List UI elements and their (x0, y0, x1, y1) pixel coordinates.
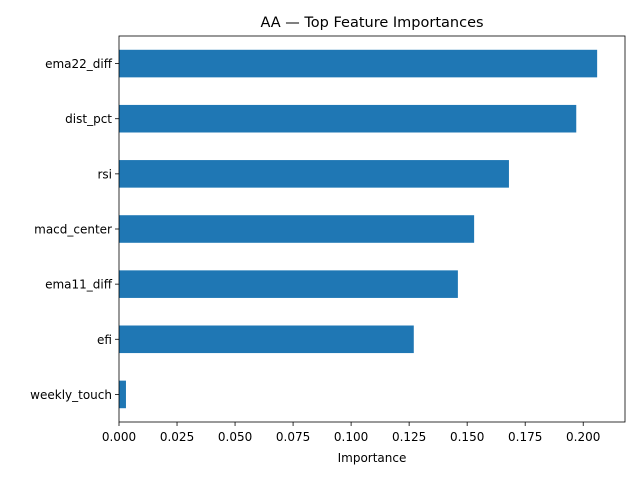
x-tick-label: 0.050 (218, 430, 252, 444)
y-tick-label: weekly_touch (30, 388, 112, 402)
x-tick-label: 0.200 (566, 430, 600, 444)
y-tick-label: ema22_diff (45, 57, 113, 71)
bars-layer (119, 49, 598, 409)
x-tick-label: 0.125 (392, 430, 426, 444)
bar-dist-pct (119, 104, 577, 133)
bar-macd-center (119, 215, 475, 243)
x-tick-label: 0.150 (450, 430, 484, 444)
bar-ema22-diff (119, 49, 598, 78)
bar-rsi (119, 160, 509, 188)
x-tick-label: 0.175 (508, 430, 542, 444)
x-tick-label: 0.000 (102, 430, 136, 444)
y-tick-label: dist_pct (65, 112, 112, 126)
bar-efi (119, 325, 414, 354)
y-tick-label: efi (97, 333, 112, 347)
chart-title: AA — Top Feature Importances (260, 15, 483, 31)
y-tick-label: ema11_diff (45, 278, 113, 292)
bar-weekly-touch (119, 380, 126, 409)
x-tick-label: 0.100 (334, 430, 368, 444)
x-tick-label: 0.075 (276, 430, 310, 444)
x-tick-label: 0.025 (160, 430, 194, 444)
bar-ema11-diff (119, 270, 458, 298)
x-axis-label: Importance (338, 451, 407, 465)
y-tick-label: macd_center (34, 223, 112, 237)
y-tick-label: rsi (97, 167, 112, 181)
